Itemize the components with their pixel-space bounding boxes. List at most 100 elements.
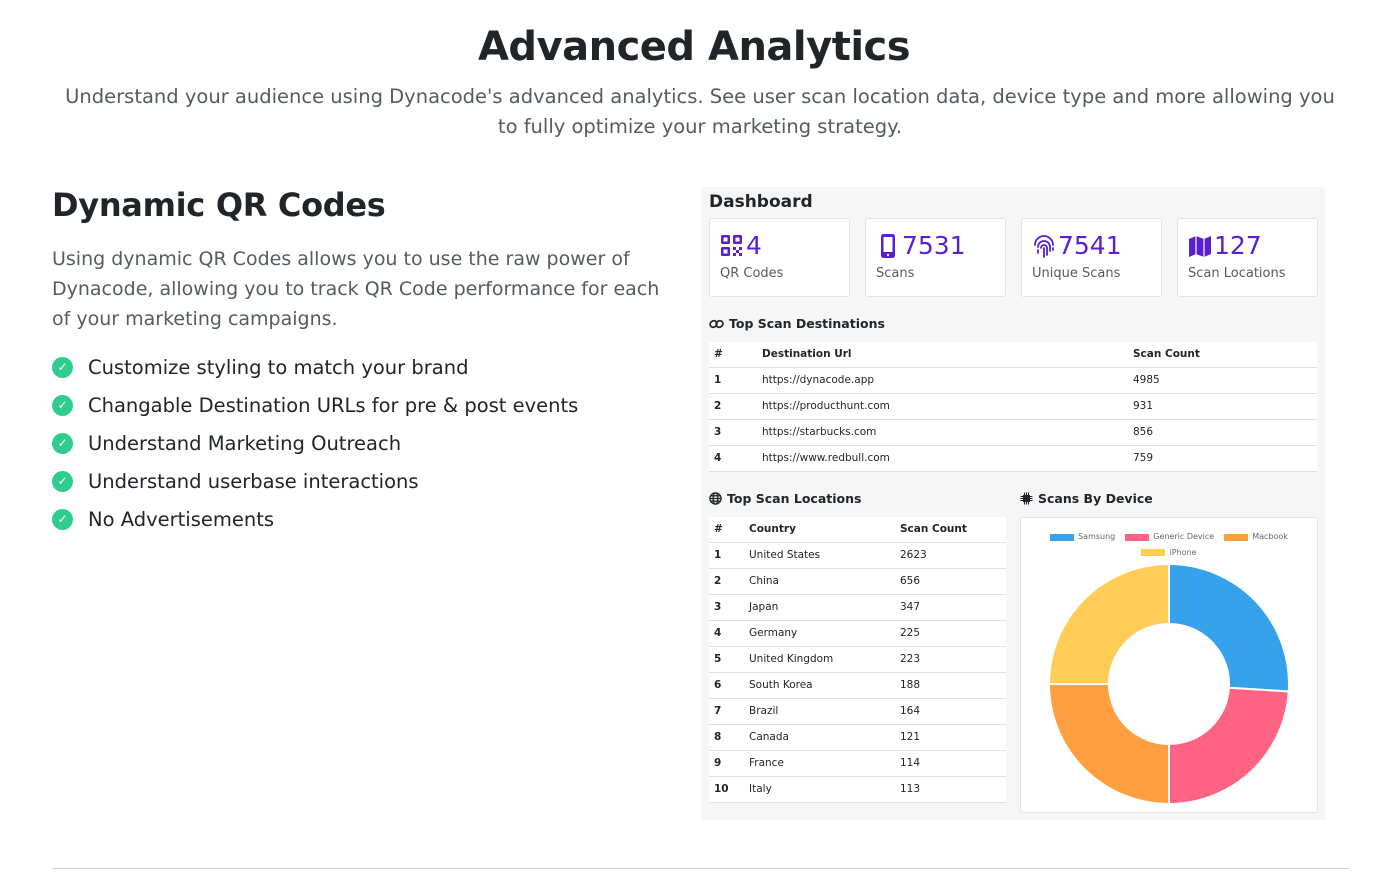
feature-item-label: Changable Destination URLs for pre & pos…: [88, 393, 579, 417]
row-count: 4985: [1128, 367, 1317, 394]
row-label: Brazil: [744, 698, 895, 725]
page-title: Advanced Analytics: [477, 24, 911, 70]
legend-swatch: [1050, 533, 1075, 541]
donut-slice-macbook[interactable]: [1047, 683, 1170, 806]
legend-swatch: [1224, 533, 1249, 541]
donut-slice-samsung[interactable]: [1168, 562, 1290, 693]
row-index: 5: [709, 646, 744, 673]
stat-label: Scan Locations: [1188, 266, 1286, 281]
feature-item-label: Understand userbase interactions: [88, 469, 419, 493]
column-header: #: [709, 342, 757, 368]
stat-card-scans: 7531 Scans: [865, 218, 1006, 297]
row-label: France: [744, 750, 895, 777]
row-label: Japan: [744, 594, 895, 621]
table-row: 4 https://www.redbull.com 759: [709, 445, 1317, 472]
row-index: 6: [709, 672, 744, 699]
stat-label: Scans: [876, 266, 915, 281]
row-index: 9: [709, 750, 744, 777]
row-count: 113: [895, 776, 1006, 803]
row-index: 3: [709, 419, 757, 446]
column-header: Destination Url: [757, 342, 1128, 368]
feature-item-label: Understand Marketing Outreach: [88, 431, 402, 455]
table-row: 1 United States 2623: [709, 542, 1006, 569]
stat-card-unique-scans: 7541 Unique Scans: [1021, 218, 1162, 297]
row-label: South Korea: [744, 672, 895, 699]
legend-swatch: [1125, 533, 1150, 541]
stat-value: 7531: [902, 231, 966, 260]
row-label: https://dynacode.app: [757, 367, 1128, 394]
microchip-icon: [1020, 492, 1033, 505]
row-index: 8: [709, 724, 744, 751]
destinations-table: # Destination Url Scan Count 1 https://dy…: [709, 342, 1317, 472]
row-label: https://www.redbull.com: [757, 445, 1128, 472]
chart-legend: Samsung Generic Device Macbook iPhone: [1021, 530, 1317, 561]
legend-label: Macbook: [1252, 532, 1288, 541]
dashboard-title: Dashboard: [709, 192, 813, 212]
legend-label: iPhone: [1169, 547, 1197, 557]
table-row: 4 Germany 225: [709, 620, 1006, 647]
stat-label: QR Codes: [720, 266, 784, 281]
row-index: 1: [709, 367, 757, 394]
column-header: Country: [744, 517, 895, 543]
stat-value: 7541: [1058, 231, 1122, 260]
stat-card-qr-codes: 4 QR Codes: [709, 218, 850, 297]
feature-title: Dynamic QR Codes: [52, 186, 386, 224]
feature-item: ✓ Customize styling to match your brand: [52, 348, 578, 386]
column-header: Scan Count: [895, 517, 1006, 543]
row-count: 759: [1128, 445, 1317, 472]
page-subtitle: Understand your audience using Dynacode'…: [65, 85, 1335, 138]
device-donut-chart: [1047, 562, 1290, 806]
feature-item-label: No Advertisements: [88, 507, 275, 531]
link-icon: [709, 319, 724, 328]
legend-swatch: [1141, 549, 1166, 556]
fingerprint-icon: [1034, 235, 1054, 258]
table-row: 7 Brazil 164: [709, 698, 1006, 725]
row-count: 856: [1128, 419, 1317, 446]
stat-card-scan-locations: 127 Scan Locations: [1177, 218, 1318, 297]
row-count: 931: [1128, 393, 1317, 420]
check-circle-icon: ✓: [52, 432, 73, 454]
row-count: 223: [895, 646, 1006, 673]
device-chart-card: Samsung Generic Device Macbook iPhone: [1020, 517, 1318, 813]
table-header: # Country Scan Count: [709, 517, 1006, 543]
column-header: #: [709, 517, 744, 543]
feature-item: ✓ Changable Destination URLs for pre & po…: [52, 386, 578, 424]
legend-item[interactable]: Macbook: [1224, 530, 1288, 544]
row-count: 2623: [895, 542, 1006, 569]
column-header: Scan Count: [1128, 342, 1317, 368]
row-label: https://starbucks.com: [757, 419, 1128, 446]
row-index: 10: [709, 776, 744, 803]
legend-label: Samsung: [1078, 532, 1116, 541]
globe-icon: [709, 492, 722, 505]
map-icon: [1189, 236, 1211, 257]
row-count: 164: [895, 698, 1006, 725]
table-row: 5 United Kingdom 223: [709, 646, 1006, 673]
check-circle-icon: ✓: [52, 470, 73, 492]
row-label: United Kingdom: [744, 646, 895, 673]
row-count: 656: [895, 568, 1006, 595]
check-circle-icon: ✓: [52, 356, 73, 378]
row-index: 4: [709, 620, 744, 647]
check-circle-icon: ✓: [52, 394, 73, 416]
feature-item-label: Customize styling to match your brand: [88, 355, 469, 379]
donut-slice-iphone[interactable]: [1047, 562, 1170, 685]
feature-item: ✓ No Advertisements: [52, 500, 578, 538]
row-label: Italy: [744, 776, 895, 803]
row-label: United States: [744, 542, 895, 569]
row-index: 4: [709, 445, 757, 472]
legend-item[interactable]: Samsung: [1050, 530, 1115, 544]
legend-item[interactable]: iPhone: [1141, 546, 1197, 560]
locations-heading: Top Scan Locations: [709, 491, 861, 506]
donut-slice-generic-device[interactable]: [1168, 686, 1290, 806]
legend-item[interactable]: Generic Device: [1125, 530, 1214, 544]
destinations-heading: Top Scan Destinations: [709, 316, 885, 331]
stat-label: Unique Scans: [1032, 266, 1121, 281]
table-row: 2 China 656: [709, 568, 1006, 595]
section-divider: [52, 868, 1349, 869]
destinations-heading-label: Top Scan Destinations: [729, 316, 885, 331]
table-row: 3 Japan 347: [709, 594, 1006, 621]
table-row: 8 Canada 121: [709, 724, 1006, 751]
legend-label: Generic Device: [1153, 532, 1215, 541]
feature-description: Using dynamic QR Codes allows you to use…: [52, 248, 660, 330]
row-count: 121: [895, 724, 1006, 751]
